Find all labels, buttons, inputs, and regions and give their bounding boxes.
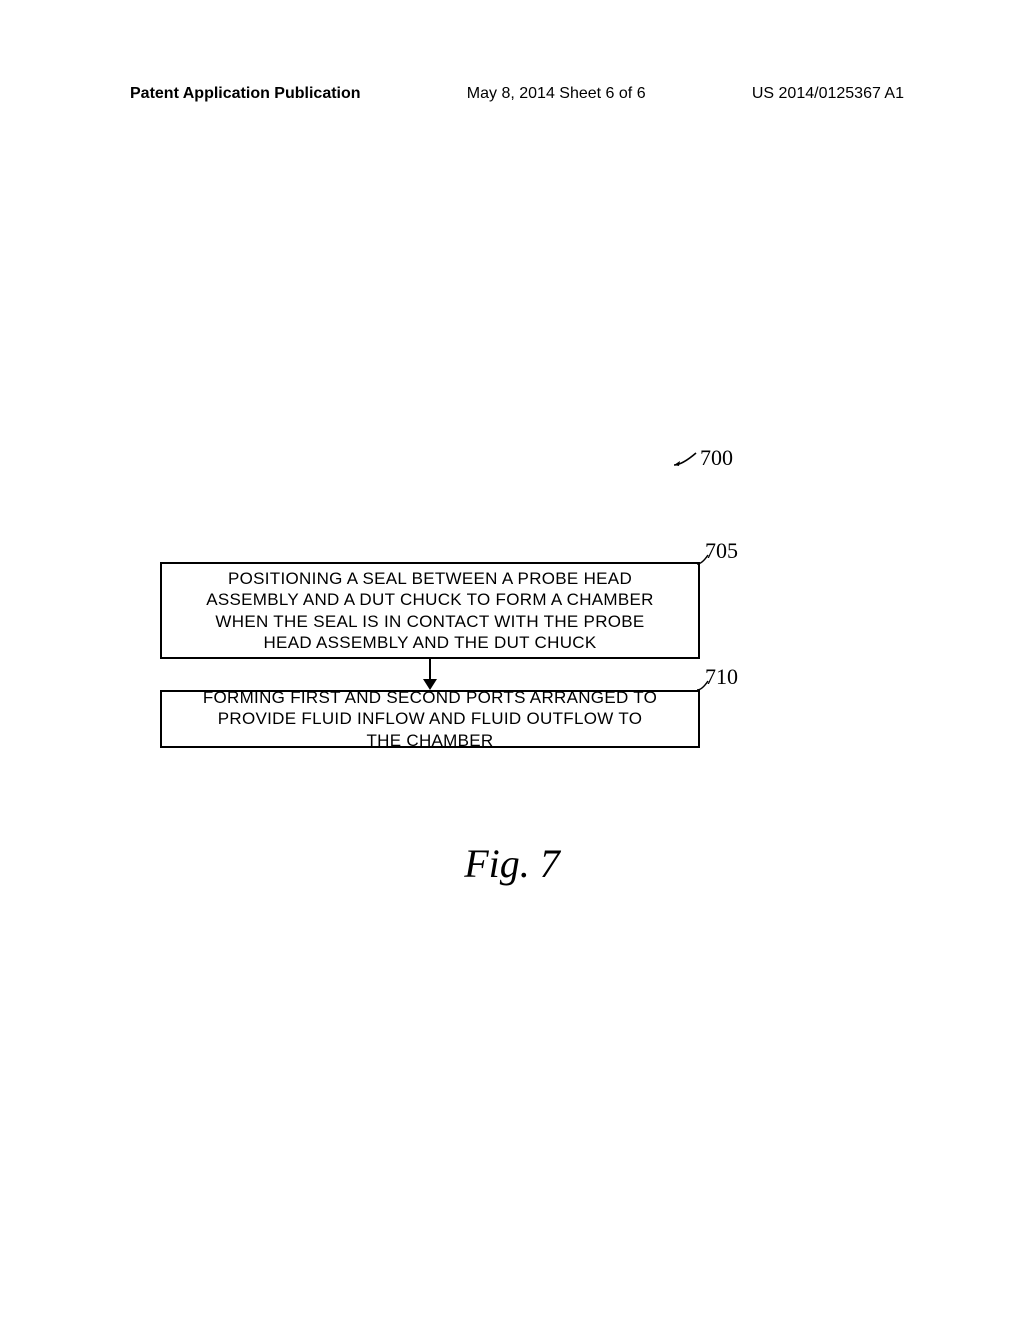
patent-header: Patent Application Publication May 8, 20… bbox=[0, 85, 1024, 103]
leader-line-icon bbox=[672, 451, 700, 467]
flowchart-box-710: FORMING FIRST AND SECOND PORTS ARRANGED … bbox=[160, 690, 700, 748]
arrow-down-icon bbox=[428, 659, 432, 690]
flowchart-box-text: POSITIONING A SEAL BETWEEN A PROBE HEAD … bbox=[202, 568, 658, 653]
header-right: US 2014/0125367 A1 bbox=[752, 85, 904, 103]
figure-reference-label: 700 bbox=[700, 445, 733, 470]
flowchart-box-text: FORMING FIRST AND SECOND PORTS ARRANGED … bbox=[202, 687, 658, 751]
flowchart-box-705: POSITIONING A SEAL BETWEEN A PROBE HEAD … bbox=[160, 562, 700, 659]
header-mid: May 8, 2014 Sheet 6 of 6 bbox=[467, 85, 646, 103]
figure-reference-700: 700 bbox=[700, 445, 733, 471]
header-left: Patent Application Publication bbox=[130, 85, 361, 103]
figure-caption: Fig. 7 bbox=[0, 840, 1024, 887]
